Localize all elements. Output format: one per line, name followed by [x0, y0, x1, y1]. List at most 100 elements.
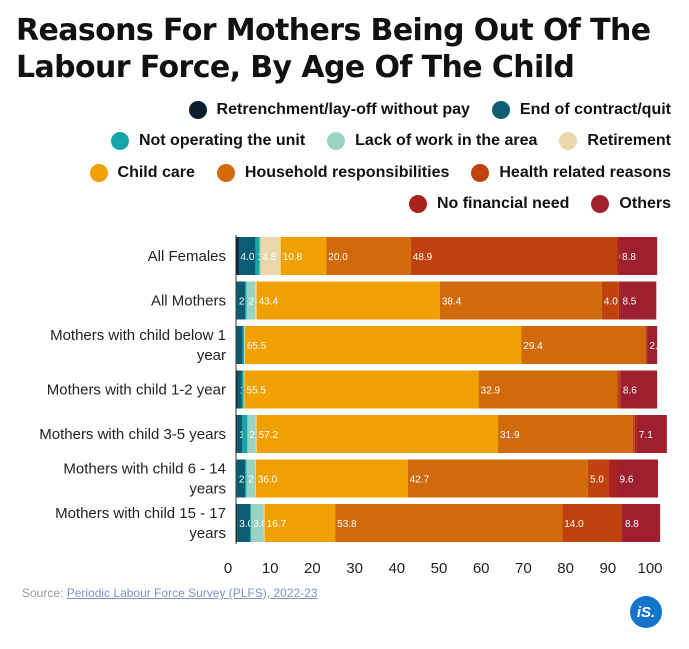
x-tick-label: 70: [515, 560, 532, 577]
legend-swatch: [110, 132, 129, 151]
bar-segment: [241, 370, 244, 409]
bar-segment: [251, 504, 264, 542]
x-tick-label: 60: [473, 560, 490, 577]
legend-label: Lack of work in the area: [355, 132, 538, 150]
bar-segment: [617, 370, 620, 409]
category-label: Mothers with child 6 - 14: [63, 461, 226, 478]
data-label: 4.8: [262, 252, 276, 263]
category-label: All Mothers: [151, 293, 226, 310]
bar-segment: [601, 281, 619, 320]
data-label: 43.4: [259, 297, 279, 308]
bar-segment: [439, 281, 602, 320]
legend-label: Child care: [117, 163, 195, 181]
legend-row: Child care Household responsibilities Heal…: [11, 157, 671, 189]
bar-segment: [237, 415, 243, 453]
bar-segment: [587, 459, 610, 498]
bar-segment: [617, 459, 658, 498]
x-tick-label: 90: [599, 560, 616, 577]
category-label: Mothers with child 3-5 years: [39, 426, 226, 443]
bar-segment: [562, 504, 622, 542]
legend-label: Retrenchment/lay-off without pay: [216, 100, 470, 118]
bar-segment: [254, 459, 256, 498]
data-label: 9.6: [619, 475, 633, 486]
data-label: 3.0: [239, 519, 253, 530]
legend-item: Household responsibilities: [216, 163, 450, 182]
source-note: Source: Periodic Labour Force Survey (PL…: [22, 586, 318, 600]
data-label: 32.9: [481, 386, 501, 397]
bar-segment: [620, 370, 658, 409]
x-tick-label: 10: [262, 560, 279, 577]
data-label: 38.4: [442, 297, 462, 308]
bar-segment: [410, 237, 618, 275]
bar-segment: [617, 237, 621, 275]
bar-segment: [620, 237, 658, 275]
legend-item: Health related reasons: [471, 163, 671, 182]
legend-label: Household responsibilities: [244, 163, 450, 181]
data-label: 7.1: [639, 430, 653, 441]
source-link[interactable]: Periodic Labour Force Survey (PLFS), 202…: [66, 586, 318, 600]
bar-segment: [609, 459, 618, 498]
x-tick-label: 0: [224, 560, 232, 577]
bar-segment: [521, 326, 646, 364]
bar-segment: [237, 504, 250, 542]
data-label: 4.0: [604, 297, 618, 308]
bar-segment: [246, 281, 255, 320]
legend-swatch: [89, 163, 108, 182]
bar-segment: [255, 237, 260, 275]
bar-segment: [236, 415, 238, 453]
category-label: years: [189, 525, 226, 542]
bar-segment: [247, 415, 256, 453]
bar-segment: [407, 459, 588, 498]
legend-item: Retrenchment/lay-off without pay: [188, 100, 470, 119]
data-label: 14.0: [564, 519, 584, 530]
bar-segment: [236, 281, 246, 320]
data-label: 31.9: [500, 430, 520, 441]
bar-segment: [237, 370, 242, 409]
category-label: Mothers with child below 1: [50, 327, 226, 344]
legend-item: Others: [591, 195, 671, 214]
legend-label: Health related reasons: [499, 163, 671, 181]
source-prefix: Source:: [22, 586, 67, 600]
legend-item: Child care: [89, 163, 195, 182]
bar-segment: [255, 415, 257, 453]
legend-swatch: [216, 163, 235, 182]
bar-segment: [260, 237, 281, 275]
bar-segment: [263, 504, 265, 542]
data-label: 48.9: [413, 252, 433, 263]
data-label: 2.3: [649, 341, 663, 352]
legend-item: Not operating the unit: [110, 132, 306, 151]
bar-segment: [242, 326, 245, 364]
legend-swatch: [188, 100, 207, 119]
bar-segment: [249, 504, 252, 542]
category-label: Mothers with child 15 - 17: [55, 505, 226, 522]
bar-segment: [621, 504, 623, 542]
data-label: 55.5: [246, 386, 266, 397]
legend-swatch: [559, 132, 578, 151]
category-label: Mothers with child 1-2 year: [47, 382, 226, 399]
brand-logo: iS.: [630, 596, 662, 628]
legend-item: Lack of work in the area: [327, 132, 538, 151]
bar-segment: [259, 237, 261, 275]
data-label: 65.5: [247, 341, 267, 352]
data-label: 8.8: [625, 519, 639, 530]
x-tick-label: 100: [637, 560, 662, 577]
legend-label: Not operating the unit: [138, 132, 306, 150]
category-label: year: [197, 347, 226, 364]
data-label: 29.4: [523, 341, 543, 352]
chart-legend: Retrenchment/lay-off without pay End of c…: [11, 94, 671, 220]
bar-segment: [236, 504, 238, 542]
bar-segment: [245, 281, 247, 320]
category-label: All Females: [148, 248, 226, 265]
bar-segment: [326, 237, 411, 275]
bar-segment: [246, 459, 255, 498]
data-label: 5.0: [590, 475, 604, 486]
x-tick-label: 40: [388, 560, 405, 577]
x-tick-label: 30: [346, 560, 363, 577]
bar-segment: [498, 415, 633, 453]
chart-title: Reasons For Mothers Being Out Of The Lab…: [16, 13, 651, 85]
legend-label: Others: [619, 195, 671, 213]
data-label: 3.0: [253, 519, 267, 530]
data-label: 53.8: [337, 519, 357, 530]
data-label: 4.0: [241, 252, 255, 263]
bar-segment: [236, 459, 246, 498]
